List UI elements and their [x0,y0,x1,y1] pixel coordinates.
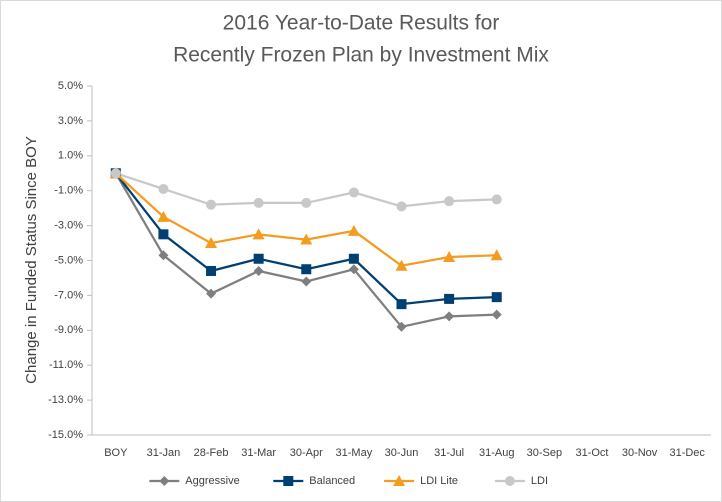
marker [347,224,360,236]
marker [348,253,359,264]
marker [158,229,169,240]
marker [300,233,313,245]
marker [301,197,312,208]
x-tick-label: 31-Mar [241,447,276,459]
marker [444,196,455,207]
marker [110,168,121,179]
legend-marker [283,476,294,486]
marker [396,321,407,332]
x-tick-label: 31-Jan [147,447,181,459]
marker [444,293,455,304]
marker [490,249,503,261]
marker [252,228,265,240]
marker [395,259,408,271]
x-tick-label: 31-Jul [434,447,464,459]
y-tick-label: -5.0% [54,254,83,266]
marker [301,276,312,287]
x-tick-label: 30-Nov [622,447,658,459]
x-tick-label: 30-Sep [527,447,562,459]
y-tick-label: -13.0% [48,394,83,406]
y-tick-label: -11.0% [49,359,83,371]
marker [348,264,359,275]
x-tick-label: 30-Jun [385,447,419,459]
marker [205,237,218,249]
marker [491,309,502,320]
marker [158,250,169,261]
marker [396,201,407,212]
y-tick-label: 5.0% [58,80,83,92]
y-tick-label: 3.0% [58,115,83,127]
y-tick-label: -1.0% [54,185,83,197]
marker [157,210,170,222]
marker [301,264,312,275]
x-tick-label: 31-Dec [669,447,705,459]
marker [253,253,264,264]
x-tick-label: 28-Feb [194,447,229,459]
legend-label: LDI Lite [420,475,458,487]
marker [158,183,169,194]
marker [444,311,455,322]
legend-label: Balanced [309,475,355,487]
marker [253,197,264,208]
marker [443,251,456,263]
marker [491,194,502,205]
x-tick-label: BOY [104,447,128,459]
x-tick-label: 31-Aug [479,447,514,459]
legend-label: Aggressive [185,475,239,487]
legend-marker [504,476,515,486]
legend-marker [393,475,406,486]
legend-label: LDI [531,475,548,487]
marker [491,292,502,303]
chart-title-line-2: Recently Frozen Plan by Investment Mix [173,44,549,67]
chart-title-line-1: 2016 Year-to-Date Results for [223,12,500,35]
y-tick-label: -3.0% [54,220,83,232]
marker [348,187,359,198]
x-tick-label: 31-May [336,447,373,459]
x-tick-label: 30-Apr [290,447,323,459]
marker [206,199,217,210]
marker [206,288,217,299]
marker [396,299,407,310]
marker [253,265,264,276]
legend-marker [159,476,170,486]
x-tick-label: 31-Oct [575,447,608,459]
y-tick-label: -9.0% [54,324,83,336]
y-tick-label: 1.0% [58,150,83,162]
y-axis-label: Change in Funded Status Since BOY [23,136,40,384]
y-tick-label: -7.0% [54,289,83,301]
marker [206,265,217,276]
y-tick-label: -15.0% [48,429,83,441]
